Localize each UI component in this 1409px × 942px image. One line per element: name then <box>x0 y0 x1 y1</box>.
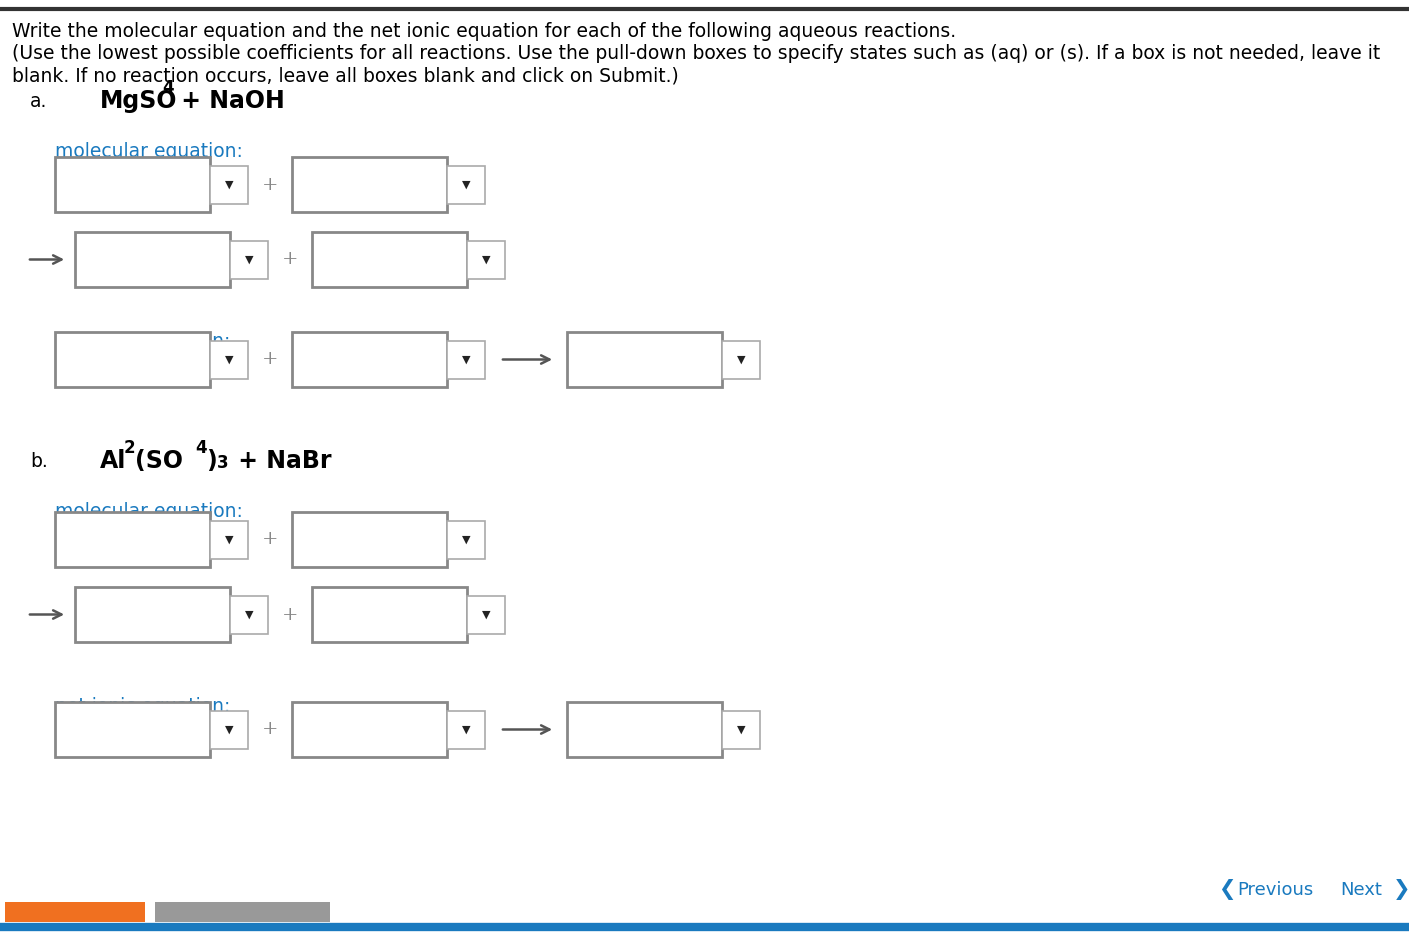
Text: a.: a. <box>30 92 48 111</box>
Bar <box>311 587 466 642</box>
Bar <box>292 702 447 757</box>
Bar <box>75 232 230 287</box>
Text: (SO: (SO <box>135 449 183 473</box>
Text: ▼: ▼ <box>462 724 471 735</box>
Text: +: + <box>282 251 299 268</box>
Text: Write the molecular equation and the net ionic equation for each of the followin: Write the molecular equation and the net… <box>13 22 957 41</box>
Text: ▼: ▼ <box>737 354 745 365</box>
Text: ▼: ▼ <box>225 534 234 544</box>
Text: ▼: ▼ <box>482 254 490 265</box>
Bar <box>292 512 447 567</box>
Text: 4: 4 <box>162 79 173 97</box>
Text: 4: 4 <box>194 439 207 457</box>
Text: +: + <box>262 530 278 548</box>
Text: 2: 2 <box>124 439 135 457</box>
Text: (Use the lowest possible coefficients for all reactions. Use the pull-down boxes: (Use the lowest possible coefficients fo… <box>13 44 1381 63</box>
Text: ▼: ▼ <box>245 609 254 620</box>
Bar <box>210 521 248 559</box>
Text: molecular equation:: molecular equation: <box>55 142 242 161</box>
Text: ▼: ▼ <box>462 534 471 544</box>
Text: ❮: ❮ <box>1217 880 1236 901</box>
Text: ❯: ❯ <box>1394 880 1409 901</box>
Text: 3: 3 <box>217 454 228 472</box>
Text: ▼: ▼ <box>737 724 745 735</box>
Bar <box>210 166 248 203</box>
Bar <box>447 340 485 379</box>
Text: + NaOH: + NaOH <box>173 89 285 113</box>
Bar <box>566 702 721 757</box>
Text: +: + <box>282 606 299 624</box>
Bar <box>447 710 485 749</box>
Text: ▼: ▼ <box>482 609 490 620</box>
Bar <box>230 595 268 634</box>
Bar <box>55 157 210 212</box>
Text: +: + <box>262 350 278 368</box>
Text: ▼: ▼ <box>225 180 234 189</box>
Text: Previous: Previous <box>1237 881 1313 899</box>
Bar <box>210 340 248 379</box>
Text: + NaBr: + NaBr <box>230 449 331 473</box>
Text: +: + <box>262 721 278 739</box>
Text: molecular equation:: molecular equation: <box>55 502 242 521</box>
Bar <box>155 902 330 922</box>
Bar <box>721 710 759 749</box>
Text: ▼: ▼ <box>245 254 254 265</box>
Text: ▼: ▼ <box>225 724 234 735</box>
Bar <box>466 595 504 634</box>
Bar <box>210 710 248 749</box>
Bar <box>230 240 268 279</box>
Text: net ionic equation:: net ionic equation: <box>55 697 231 716</box>
Text: ▼: ▼ <box>462 354 471 365</box>
Text: blank. If no reaction occurs, leave all boxes blank and click on Submit.): blank. If no reaction occurs, leave all … <box>13 66 679 85</box>
Text: net ionic equation:: net ionic equation: <box>55 332 231 351</box>
Bar <box>292 332 447 387</box>
Bar <box>447 166 485 203</box>
Bar <box>311 232 466 287</box>
Bar <box>55 332 210 387</box>
Text: ▼: ▼ <box>462 180 471 189</box>
Text: MgSO: MgSO <box>100 89 178 113</box>
Text: +: + <box>262 175 278 193</box>
Text: Al: Al <box>100 449 127 473</box>
Text: ): ) <box>206 449 217 473</box>
Bar <box>292 157 447 212</box>
Text: b.: b. <box>30 452 48 471</box>
Text: ▼: ▼ <box>225 354 234 365</box>
Bar <box>55 512 210 567</box>
Bar <box>55 702 210 757</box>
Bar <box>466 240 504 279</box>
Bar <box>721 340 759 379</box>
Bar <box>447 521 485 559</box>
Bar <box>75 587 230 642</box>
Bar <box>6 902 145 922</box>
Bar <box>566 332 721 387</box>
Text: Next: Next <box>1340 881 1382 899</box>
